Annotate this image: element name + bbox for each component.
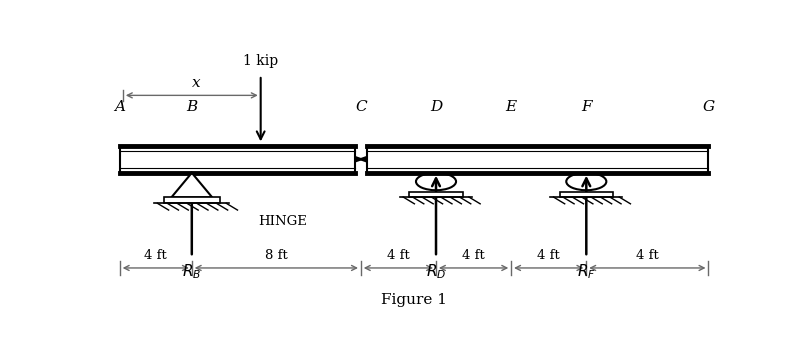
Text: 4 ft: 4 ft <box>462 249 485 262</box>
Text: HINGE: HINGE <box>259 215 307 228</box>
Bar <box>410 192 463 197</box>
Bar <box>367 146 709 173</box>
Bar <box>163 197 220 203</box>
Text: 1 kip: 1 kip <box>243 54 278 68</box>
Polygon shape <box>355 156 364 163</box>
Text: 4 ft: 4 ft <box>636 249 659 262</box>
Polygon shape <box>171 173 213 197</box>
Text: C: C <box>355 100 367 114</box>
Text: 4 ft: 4 ft <box>145 249 167 262</box>
Text: 4 ft: 4 ft <box>537 249 560 262</box>
Text: 4 ft: 4 ft <box>387 249 410 262</box>
Text: $R_D$: $R_D$ <box>426 263 446 281</box>
Text: B: B <box>186 100 197 114</box>
Text: G: G <box>702 100 714 114</box>
Text: E: E <box>506 100 517 114</box>
Text: $R_F$: $R_F$ <box>577 263 595 281</box>
Text: $R_B$: $R_B$ <box>182 263 201 281</box>
Text: Figure 1: Figure 1 <box>381 293 447 307</box>
Text: D: D <box>430 100 442 114</box>
Text: 8 ft: 8 ft <box>265 249 288 262</box>
Text: F: F <box>581 100 591 114</box>
Bar <box>560 192 613 197</box>
Polygon shape <box>357 156 367 163</box>
Text: A: A <box>114 100 125 114</box>
Bar <box>120 146 355 173</box>
Text: x: x <box>192 77 201 90</box>
